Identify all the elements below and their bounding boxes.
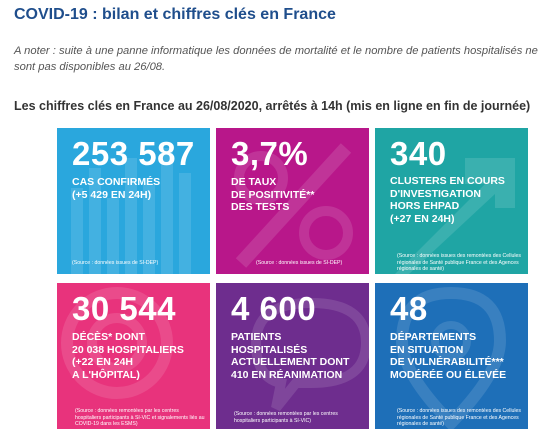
tile-positivity-rate: 3,7% DE TAUX DE POSITIVITÉ** DES TESTS (… xyxy=(216,128,369,274)
tile-label: DÉPARTEMENTS EN SITUATION DE VULNÉRABILI… xyxy=(390,331,507,381)
tile-label: CAS CONFIRMÉS (+5 429 EN 24H) xyxy=(72,176,161,201)
key-figures-grid: 253 587 CAS CONFIRMÉS (+5 429 EN 24H) (S… xyxy=(57,128,529,438)
tile-value: 253 587 xyxy=(72,135,195,172)
tile-value: 4 600 xyxy=(231,290,317,327)
tile-value: 3,7% xyxy=(231,135,309,172)
speech-bubble-icon xyxy=(250,297,369,412)
tile-value: 30 544 xyxy=(72,290,176,327)
tile-source: (Source : données issues de SI-DEP) xyxy=(256,260,343,266)
tile-label: CLUSTERS EN COURS D'INVESTIGATION HORS E… xyxy=(390,175,505,225)
tile-value: 48 xyxy=(390,290,428,327)
section-subtitle: Les chiffres clés en France au 26/08/202… xyxy=(14,99,531,113)
tile-label: PATIENTS HOSPITALISÉS ACTUELLEMENT DONT … xyxy=(231,331,350,381)
chart-bars-icon xyxy=(71,148,191,274)
tile-value: 340 xyxy=(390,135,447,172)
tile-clusters: 340 CLUSTERS EN COURS D'INVESTIGATION HO… xyxy=(375,128,528,274)
tile-vulnerable-departments: 48 DÉPARTEMENTS EN SITUATION DE VULNÉRAB… xyxy=(375,283,528,429)
outage-note: A noter : suite à une panne informatique… xyxy=(14,45,538,73)
tile-source: (Source : données issues de SI-DEP) xyxy=(72,260,159,266)
tile-label: DE TAUX DE POSITIVITÉ** DES TESTS xyxy=(231,176,315,213)
tile-source: (Source : données remontées par les cent… xyxy=(75,408,205,427)
arrow-up-icon xyxy=(395,158,515,274)
tile-deaths: 30 544 DÉCÈS* DONT 20 038 HOSPITALIERS (… xyxy=(57,283,210,429)
percent-icon xyxy=(234,143,353,268)
tile-source: (Source : données issues des remontées d… xyxy=(397,408,521,427)
map-pin-icon xyxy=(395,286,507,429)
page-title: COVID-19 : bilan et chiffres clés en Fra… xyxy=(14,6,336,23)
tile-label: DÉCÈS* DONT 20 038 HOSPITALIERS (+22 EN … xyxy=(72,331,184,381)
tile-hospitalized: 4 600 PATIENTS HOSPITALISÉS ACTUELLEMENT… xyxy=(216,283,369,429)
tile-source: (Source : données issues des remontées d… xyxy=(397,253,521,272)
target-icon xyxy=(61,287,173,399)
tile-confirmed-cases: 253 587 CAS CONFIRMÉS (+5 429 EN 24H) (S… xyxy=(57,128,210,274)
tile-source: (Source : données remontées par les cent… xyxy=(234,411,338,424)
